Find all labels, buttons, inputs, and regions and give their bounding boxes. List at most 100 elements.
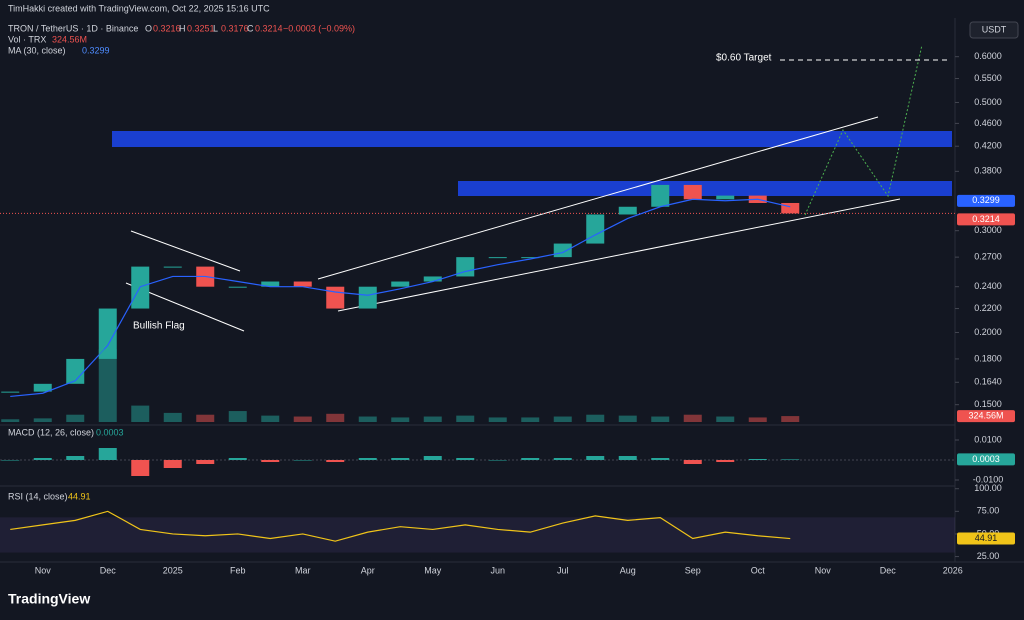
x-tick-label: Aug <box>620 565 636 575</box>
macd-bar <box>358 458 377 460</box>
macd-bar <box>131 460 150 476</box>
x-tick-label: Jul <box>557 565 569 575</box>
legend-text: 324.56M <box>52 34 87 44</box>
macd-bar <box>293 460 312 461</box>
legend-text: MACD (12, 26, close) <box>8 427 94 437</box>
macd-bar <box>33 458 52 460</box>
target-label: $0.60 Target <box>716 53 772 64</box>
candle <box>488 257 507 259</box>
macd-bar <box>163 460 182 468</box>
currency-button[interactable] <box>969 21 1019 39</box>
volume-bar <box>358 416 377 422</box>
candle <box>98 308 117 359</box>
y-tick-label: 0.6000 <box>974 51 1002 61</box>
x-tick-label: Feb <box>230 565 246 575</box>
channel-line <box>317 116 879 280</box>
legend-text: 44.91 <box>68 491 91 501</box>
price-badge <box>957 194 1015 207</box>
y-tick-label: 0.2700 <box>974 252 1002 262</box>
resistance-zone <box>112 131 952 147</box>
currency[interactable]: USDT <box>982 24 1007 34</box>
legend-text: 0.3299 <box>82 45 110 55</box>
macd-bar <box>423 456 442 460</box>
legend-text: 0.3176 <box>221 23 249 33</box>
macd-bar <box>488 460 507 461</box>
x-tick-label: Sep <box>685 565 701 575</box>
price-badge-label: 0.3214 <box>972 214 1000 224</box>
volume-bar <box>748 417 767 422</box>
x-tick-label: Dec <box>880 565 897 575</box>
price-badge <box>957 410 1015 423</box>
macd-bar <box>781 459 800 460</box>
brand: TradingView <box>8 591 90 607</box>
candle <box>1 391 20 393</box>
candle <box>618 206 637 215</box>
candle <box>683 184 702 200</box>
x-tick-label: 2026 <box>943 565 963 575</box>
candle <box>521 257 540 259</box>
macd-bar <box>553 458 572 460</box>
y-tick-label: 75.00 <box>977 506 1000 516</box>
legend-text: −0.0003 (−0.09%) <box>283 23 355 33</box>
volume-bar <box>98 349 117 422</box>
macd-bar <box>98 448 117 460</box>
candle <box>33 383 52 392</box>
x-tick-label: Mar <box>295 565 311 575</box>
volume-bar <box>423 416 442 422</box>
resistance-zone <box>458 181 952 196</box>
volume-bar <box>228 411 247 422</box>
price-badge-label: 0.0003 <box>972 454 1000 464</box>
y-tick-label: 0.0100 <box>974 434 1002 444</box>
x-tick-label: Dec <box>100 565 117 575</box>
candle <box>228 286 247 288</box>
y-tick-label: 0.4600 <box>974 118 1002 128</box>
volume-bar <box>33 418 52 422</box>
rsi-line <box>10 510 791 542</box>
y-tick-label: 25.00 <box>977 551 1000 561</box>
volume-bar <box>66 414 85 422</box>
candle <box>326 286 345 309</box>
volume-bar <box>781 416 800 422</box>
candle <box>651 184 670 207</box>
volume-bar <box>391 417 410 422</box>
y-tick-label: 100.00 <box>974 483 1002 493</box>
y-tick-label: 0.1640 <box>974 377 1002 387</box>
volume-bar <box>196 414 215 422</box>
volume-bar <box>683 414 702 422</box>
legend-text: Vol · TRX <box>8 34 46 44</box>
candle <box>456 257 475 277</box>
volume-bar <box>1 419 20 422</box>
volume-bar <box>521 417 540 422</box>
rsi-band <box>0 517 955 553</box>
candle <box>358 286 377 309</box>
volume-bar <box>586 414 605 422</box>
price-badge-label: 44.91 <box>975 533 998 543</box>
y-tick-label: 0.2200 <box>974 303 1002 313</box>
y-tick-label: 0.3000 <box>974 225 1002 235</box>
candle <box>586 214 605 244</box>
macd-bar <box>66 456 85 460</box>
projection-path <box>804 44 923 216</box>
y-tick-label: 0.2400 <box>974 281 1002 291</box>
x-tick-label: Nov <box>35 565 52 575</box>
flag-line <box>130 230 241 272</box>
volume-bar <box>618 415 637 422</box>
volume-bar <box>163 412 182 422</box>
price-badge <box>957 213 1015 226</box>
candle <box>66 358 85 384</box>
y-tick-label: 0.4200 <box>974 141 1002 151</box>
macd-bar <box>683 460 702 464</box>
legend-text: H <box>179 23 186 33</box>
macd-bar <box>196 460 215 464</box>
legend-text: C <box>247 23 254 33</box>
legend-text: MA (30, close) <box>8 45 66 55</box>
volume-bar <box>488 417 507 422</box>
legend-text: 0.3251 <box>187 23 215 33</box>
legend-text: 0.3214 <box>255 23 283 33</box>
channel-line <box>337 198 901 312</box>
volume-bar <box>456 415 475 422</box>
candle <box>163 266 182 268</box>
volume-bar <box>716 416 735 422</box>
